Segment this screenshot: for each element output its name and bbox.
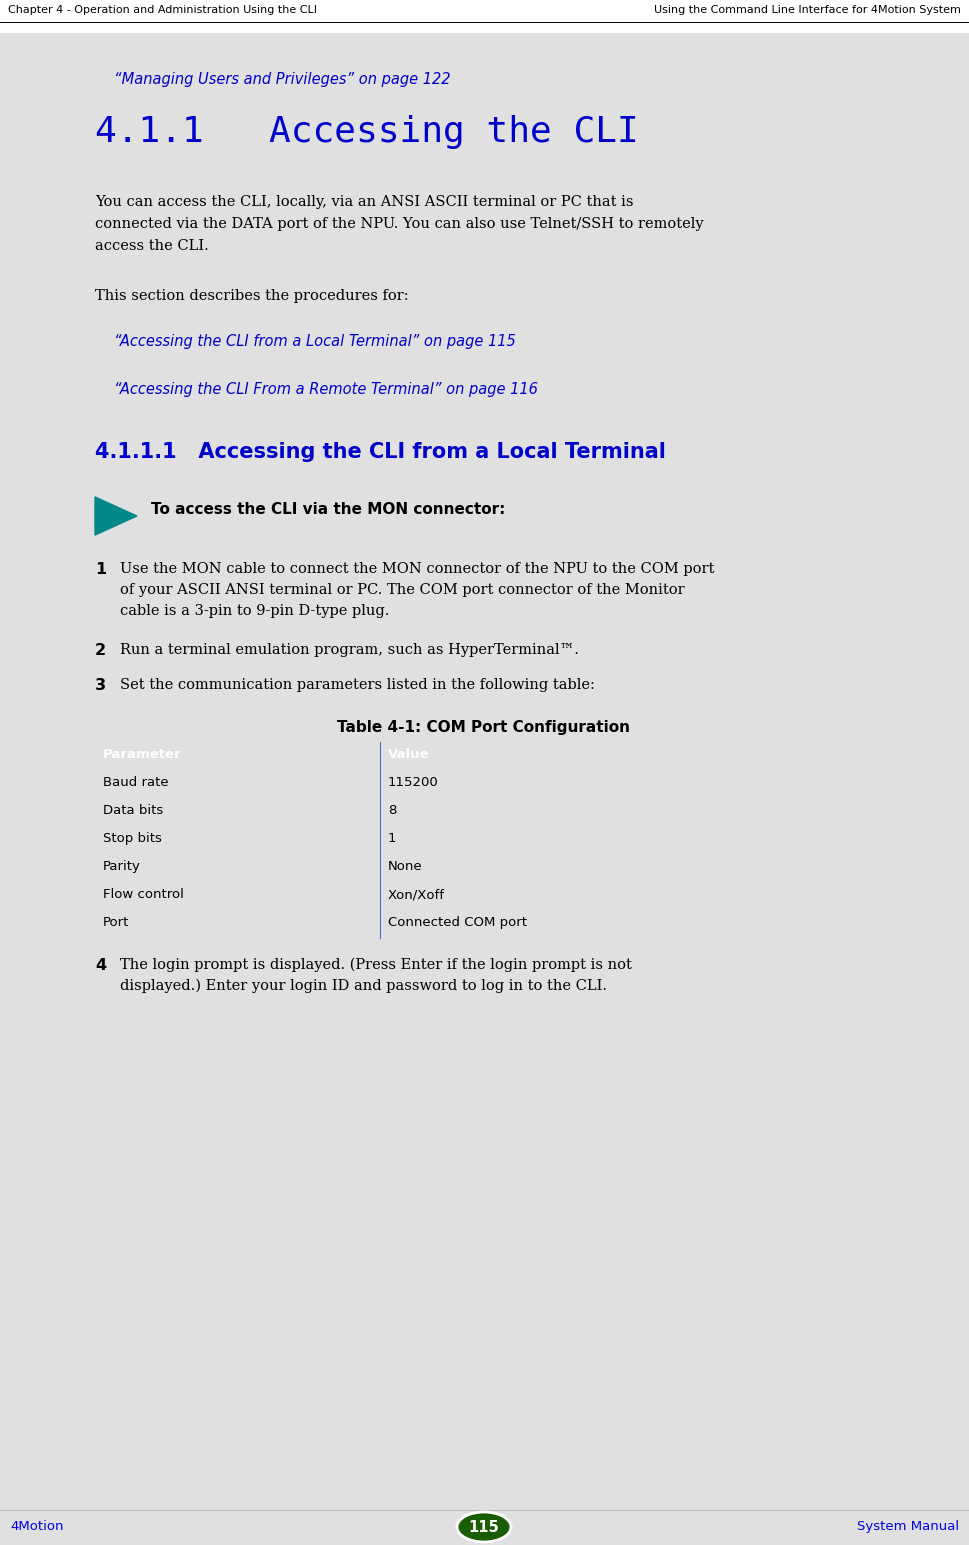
Text: None: None [388, 861, 422, 873]
Text: Parity: Parity [103, 861, 141, 873]
Bar [95, 910, 875, 938]
Text: access the CLI.: access the CLI. [95, 239, 208, 253]
Bar [95, 73, 106, 83]
Text: Value: Value [388, 748, 429, 762]
Text: 115200: 115200 [388, 776, 439, 789]
Bar [95, 334, 106, 345]
Bar [95, 854, 875, 882]
Text: Port: Port [103, 916, 130, 929]
Text: of your ASCII ANSI terminal or PC. The COM port connector of the Monitor: of your ASCII ANSI terminal or PC. The C… [120, 582, 685, 596]
Polygon shape [95, 497, 137, 535]
Text: You can access the CLI, locally, via an ANSI ASCII terminal or PC that is: You can access the CLI, locally, via an … [95, 195, 634, 209]
Text: 2: 2 [95, 643, 107, 658]
Text: Use the MON cable to connect the MON connector of the NPU to the COM port: Use the MON cable to connect the MON con… [120, 562, 714, 576]
Text: Connected COM port: Connected COM port [388, 916, 527, 929]
Text: Using the Command Line Interface for 4Motion System: Using the Command Line Interface for 4Mo… [654, 5, 961, 15]
Text: 4: 4 [95, 958, 107, 973]
Text: Baud rate: Baud rate [103, 776, 169, 789]
Bar [95, 882, 875, 910]
Text: connected via the DATA port of the NPU. You can also use Telnet/SSH to remotely: connected via the DATA port of the NPU. … [95, 216, 703, 232]
Text: 4.1.1   Accessing the CLI: 4.1.1 Accessing the CLI [95, 114, 639, 148]
Text: Set the communication parameters listed in the following table:: Set the communication parameters listed … [120, 678, 595, 692]
Ellipse shape [457, 1513, 511, 1542]
Text: To access the CLI via the MON connector:: To access the CLI via the MON connector: [151, 502, 506, 518]
Text: “Managing Users and Privileges” on page 122: “Managing Users and Privileges” on page … [114, 73, 451, 87]
Text: System Manual: System Manual [857, 1520, 959, 1533]
Text: Xon/Xoff: Xon/Xoff [388, 888, 445, 901]
Text: 115: 115 [469, 1519, 499, 1534]
Bar [95, 827, 875, 854]
Text: Stop bits: Stop bits [103, 833, 162, 845]
Text: displayed.) Enter your login ID and password to log in to the CLI.: displayed.) Enter your login ID and pass… [120, 980, 607, 993]
Text: Table 4-1: COM Port Configuration: Table 4-1: COM Port Configuration [337, 720, 631, 735]
Text: Flow control: Flow control [103, 888, 184, 901]
Text: Chapter 4 - Operation and Administration Using the CLI: Chapter 4 - Operation and Administration… [8, 5, 317, 15]
Text: 4.1.1.1   Accessing the CLI from a Local Terminal: 4.1.1.1 Accessing the CLI from a Local T… [95, 442, 666, 462]
Bar [95, 742, 875, 769]
Text: Parameter: Parameter [103, 748, 181, 762]
Text: This section describes the procedures for:: This section describes the procedures fo… [95, 289, 409, 303]
Text: Data bits: Data bits [103, 803, 163, 817]
Text: 8: 8 [388, 803, 396, 817]
Text: 1: 1 [95, 562, 107, 576]
Text: 1: 1 [388, 833, 396, 845]
Text: 4Motion: 4Motion [10, 1520, 64, 1533]
Bar [95, 382, 106, 392]
Text: The login prompt is displayed. (Press Enter if the login prompt is not: The login prompt is displayed. (Press En… [120, 958, 632, 972]
Text: “Accessing the CLI from a Local Terminal” on page 115: “Accessing the CLI from a Local Terminal… [114, 334, 516, 349]
Text: “Accessing the CLI From a Remote Terminal” on page 116: “Accessing the CLI From a Remote Termina… [114, 382, 538, 397]
Bar [95, 769, 875, 799]
Text: Run a terminal emulation program, such as HyperTerminal™.: Run a terminal emulation program, such a… [120, 643, 578, 657]
Text: cable is a 3-pin to 9-pin D-type plug.: cable is a 3-pin to 9-pin D-type plug. [120, 604, 390, 618]
Text: 3: 3 [95, 678, 107, 694]
Bar [95, 799, 875, 827]
